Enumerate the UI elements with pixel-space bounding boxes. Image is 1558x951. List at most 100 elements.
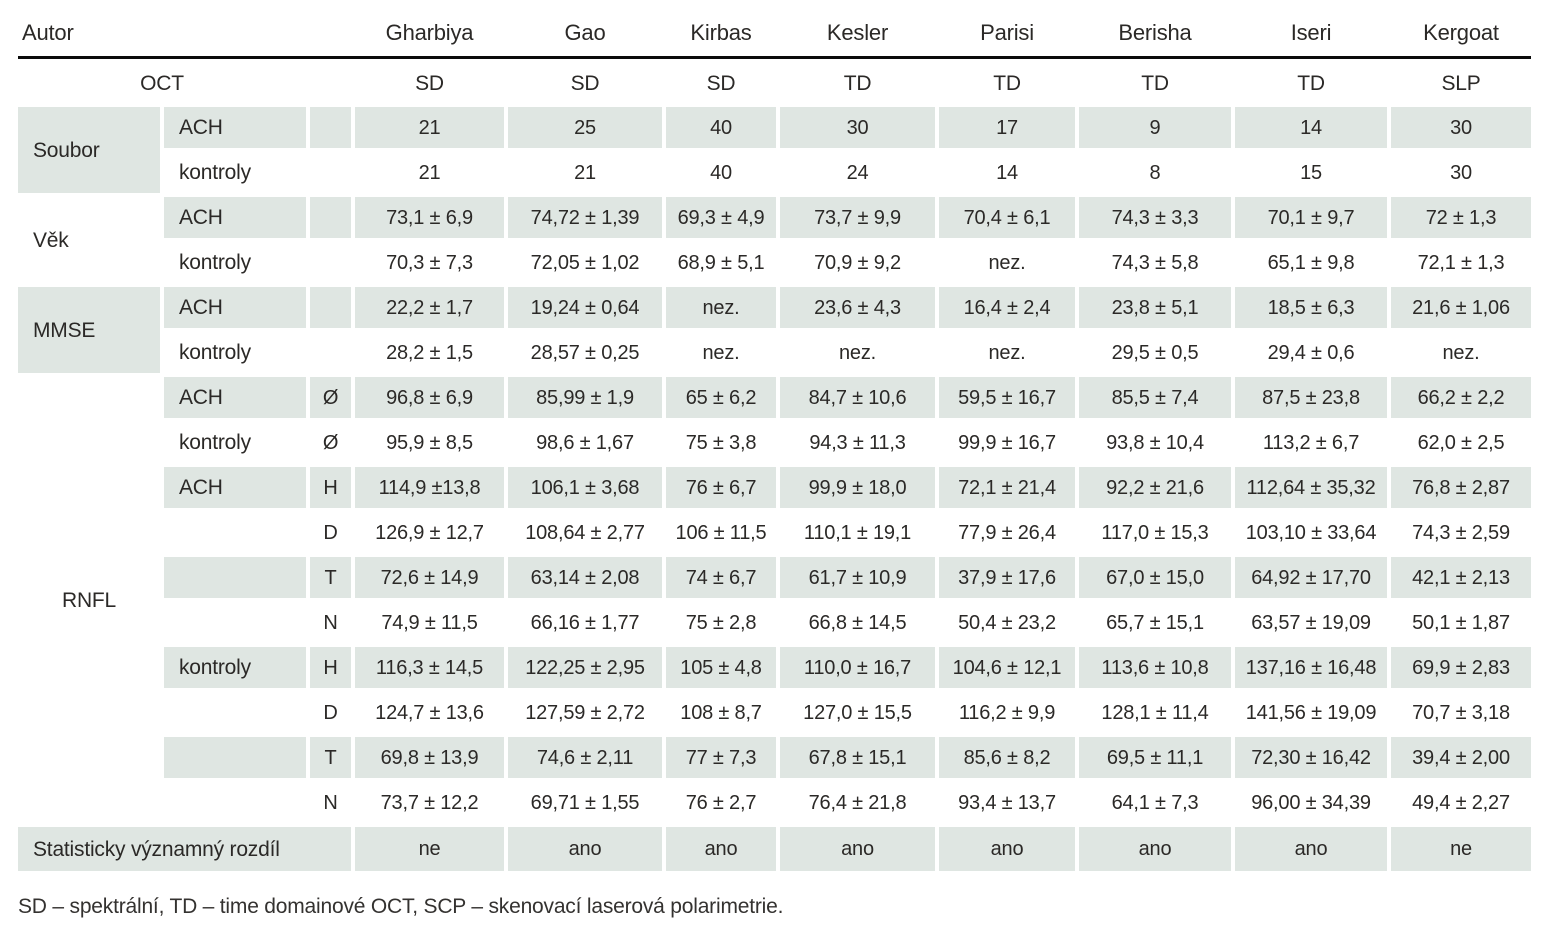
value-cell: 18,5 ± 6,3 (1235, 287, 1387, 328)
param-cell: H (310, 467, 351, 508)
row-label-cell: ACH (164, 107, 306, 148)
value-cell: 63,57 ± 19,09 (1251, 611, 1371, 634)
value-cell: 40 (666, 107, 776, 148)
row-label-cell (164, 557, 306, 598)
param-cell: N (323, 791, 338, 814)
value-cell: 72 ± 1,3 (1391, 197, 1531, 238)
value-cell: 29,4 ± 0,6 (1267, 341, 1355, 364)
value-cell: 14 (1235, 107, 1387, 148)
value-cell: 106,1 ± 3,68 (508, 467, 662, 508)
value-cell: 49,4 ± 2,27 (1412, 791, 1510, 814)
value-cell: 23,6 ± 4,3 (780, 287, 935, 328)
value-cell: 29,5 ± 0,5 (1111, 341, 1199, 364)
value-cell: 116,2 ± 9,9 (958, 701, 1056, 724)
value-cell: 28,2 ± 1,5 (386, 341, 473, 364)
value-cell: 70,9 ± 9,2 (814, 251, 901, 274)
param-cell: T (310, 737, 351, 778)
param-cell (310, 107, 351, 148)
stat-value-cell: ano (1235, 827, 1387, 871)
value-cell: nez. (1442, 341, 1480, 364)
value-cell: 66,8 ± 14,5 (808, 611, 907, 634)
row-label-cell: kontroly (179, 251, 251, 274)
row-label-cell: kontroly (179, 431, 251, 454)
oct-value-cell: SD (706, 71, 736, 95)
value-cell: 112,64 ± 35,32 (1235, 467, 1387, 508)
column-header-parisi: Parisi (980, 20, 1034, 45)
value-cell: 40 (710, 161, 732, 184)
value-cell: 75 ± 2,8 (685, 611, 757, 634)
stat-value-cell: ne (355, 827, 504, 871)
value-cell: 61,7 ± 10,9 (780, 557, 935, 598)
value-cell: 87,5 ± 23,8 (1235, 377, 1387, 418)
value-cell: 74,3 ± 3,3 (1079, 197, 1231, 238)
results-table: Autor Gharbiya Gao Kirbas Kesler Parisi … (18, 14, 1531, 871)
group-label-cell: MMSE (18, 287, 160, 373)
value-cell: 106 ± 11,5 (675, 521, 767, 544)
value-cell: 30 (1391, 107, 1531, 148)
param-cell: Ø (310, 377, 351, 418)
value-cell: 25 (508, 107, 662, 148)
column-header-kesler: Kesler (826, 20, 889, 45)
group-label-cell: Soubor (18, 107, 160, 193)
value-cell: 122,25 ± 2,95 (508, 647, 662, 688)
value-cell: 69,5 ± 11,1 (1079, 737, 1231, 778)
value-cell: nez. (702, 341, 740, 364)
value-cell: 42,1 ± 2,13 (1391, 557, 1531, 598)
value-cell: 72,6 ± 14,9 (355, 557, 504, 598)
value-cell: 30 (1450, 161, 1472, 184)
value-cell: nez. (838, 341, 876, 364)
value-cell: 77,9 ± 26,4 (958, 521, 1056, 544)
value-cell: 8 (1149, 161, 1161, 184)
value-cell: 70,4 ± 6,1 (939, 197, 1075, 238)
stat-value-cell: ano (780, 827, 935, 871)
column-header-kirbas: Kirbas (690, 20, 752, 45)
value-cell: 21 (355, 107, 504, 148)
value-cell: nez. (988, 341, 1026, 364)
value-cell: 21,6 ± 1,06 (1391, 287, 1531, 328)
value-cell: 14 (996, 161, 1018, 184)
value-cell: 72,1 ± 21,4 (939, 467, 1075, 508)
value-cell: 62,0 ± 2,5 (1417, 431, 1505, 454)
row-label-cell (164, 692, 306, 733)
value-cell: 108,64 ± 2,77 (525, 521, 645, 544)
row-label-cell (164, 737, 306, 778)
value-cell: 66,2 ± 2,2 (1391, 377, 1531, 418)
stat-row-label: Statisticky významný rozdíl (18, 827, 351, 871)
value-cell: 70,1 ± 9,7 (1235, 197, 1387, 238)
value-cell: 96,8 ± 6,9 (355, 377, 504, 418)
value-cell: 76,4 ± 21,8 (808, 791, 907, 814)
value-cell: 116,3 ± 14,5 (355, 647, 504, 688)
value-cell: 65,7 ± 15,1 (1106, 611, 1204, 634)
value-cell: 64,92 ± 17,70 (1235, 557, 1387, 598)
row-label-cell: kontroly (179, 161, 251, 184)
value-cell: 67,0 ± 15,0 (1079, 557, 1231, 598)
value-cell: 94,3 ± 11,3 (809, 431, 906, 454)
row-label-cell (164, 782, 306, 823)
value-cell: 73,7 ± 9,9 (780, 197, 935, 238)
header-rule (18, 56, 1531, 59)
value-cell: 76,8 ± 2,87 (1391, 467, 1531, 508)
value-cell: 76 ± 2,7 (685, 791, 757, 814)
param-cell: H (310, 647, 351, 688)
value-cell: 127,59 ± 2,72 (525, 701, 645, 724)
value-cell: 30 (780, 107, 935, 148)
value-cell: 127,0 ± 15,5 (803, 701, 912, 724)
value-cell: 77 ± 7,3 (666, 737, 776, 778)
value-cell: 74,3 ± 2,59 (1412, 521, 1510, 544)
value-cell: 99,9 ± 18,0 (780, 467, 935, 508)
oct-value-cell: TD (993, 71, 1021, 95)
value-cell: 28,57 ± 0,25 (530, 341, 640, 364)
oct-value-cell: SLP (1441, 71, 1481, 95)
value-cell: 113,2 ± 6,7 (1262, 431, 1360, 454)
oct-value-cell: TD (1141, 71, 1169, 95)
value-cell: 92,2 ± 21,6 (1079, 467, 1231, 508)
column-header-iseri: Iseri (1290, 20, 1332, 45)
value-cell: 76 ± 6,7 (666, 467, 776, 508)
value-cell: 128,1 ± 11,4 (1101, 701, 1209, 724)
value-cell: 104,6 ± 12,1 (939, 647, 1075, 688)
value-cell: 50,1 ± 1,87 (1412, 611, 1510, 634)
value-cell: 137,16 ± 16,48 (1235, 647, 1387, 688)
param-cell (310, 332, 351, 373)
value-cell: 93,4 ± 13,7 (958, 791, 1056, 814)
row-label-cell: ACH (164, 197, 306, 238)
